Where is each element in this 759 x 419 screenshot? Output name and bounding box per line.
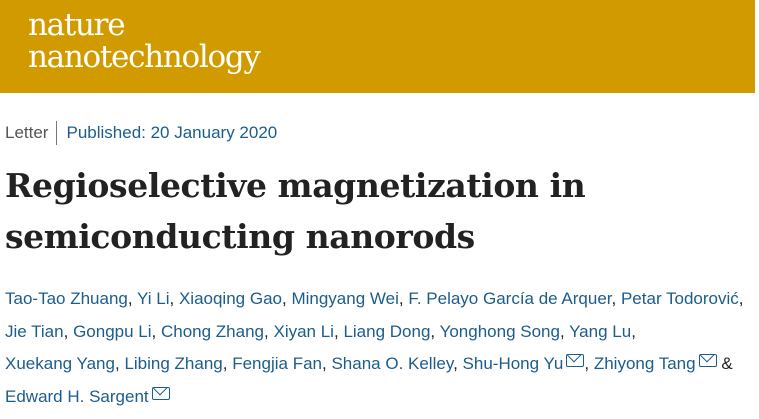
journal-masthead: nature nanotechnology xyxy=(0,0,755,93)
publication-date: Published: 20 January 2020 xyxy=(66,123,278,142)
author-separator: , xyxy=(151,321,157,341)
author-link[interactable]: F. Pelayo García de Arquer xyxy=(408,289,612,308)
author-link[interactable]: Mingyang Wei xyxy=(291,289,399,308)
mail-icon[interactable] xyxy=(151,386,170,400)
author-link[interactable]: Petar Todorović xyxy=(620,289,739,308)
author-link[interactable]: Gongpu Li xyxy=(73,321,152,341)
author-link[interactable]: Fengjia Fan xyxy=(232,354,322,373)
author-link[interactable]: Yang Lu xyxy=(569,321,632,341)
journal-logo[interactable]: nature nanotechnology xyxy=(28,7,261,75)
author-separator: , xyxy=(584,354,590,373)
author-separator: , xyxy=(63,321,69,341)
mail-icon[interactable] xyxy=(698,354,717,367)
author-list: Tao-Tao Zhuang, Yi Li, Xiaoqing Gao, Min… xyxy=(5,283,750,413)
author-separator: , xyxy=(398,289,404,308)
author-link[interactable]: Xuekang Yang xyxy=(5,354,115,373)
author-separator: , xyxy=(127,289,133,308)
author-link[interactable]: Jie Tian xyxy=(5,321,64,341)
author-separator: , xyxy=(169,289,175,308)
article-type: Letter xyxy=(5,121,58,145)
author-separator: , xyxy=(222,354,228,373)
author-link[interactable]: Libing Zhang xyxy=(124,354,223,373)
author-separator: , xyxy=(631,321,636,341)
author-link[interactable]: Xiaoqing Gao xyxy=(178,289,282,308)
author-link[interactable]: Edward H. Sargent xyxy=(5,386,170,406)
author-link[interactable]: Zhiyong Tang xyxy=(594,354,717,373)
author-link[interactable]: Shana O. Kelley xyxy=(331,354,454,373)
author-separator: , xyxy=(281,289,287,308)
author-link[interactable]: Yonghong Song xyxy=(439,321,560,341)
author-separator: , xyxy=(264,321,269,341)
author-separator: , xyxy=(333,321,339,341)
article-meta: Letter Published: 20 January 2020 xyxy=(5,120,277,146)
author-separator: , xyxy=(114,354,120,373)
author-ampersand: & xyxy=(721,354,733,373)
mail-icon[interactable] xyxy=(566,354,585,367)
author-separator: , xyxy=(453,354,458,373)
author-link[interactable]: Yi Li xyxy=(137,289,170,308)
author-link[interactable]: Chong Zhang xyxy=(160,321,265,341)
author-link[interactable]: Liang Dong xyxy=(343,321,431,341)
author-separator: , xyxy=(611,289,617,308)
author-separator: , xyxy=(738,289,744,308)
author-separator: , xyxy=(430,321,436,341)
author-separator: , xyxy=(559,321,565,341)
author-separator: , xyxy=(322,354,327,373)
author-link[interactable]: Tao-Tao Zhuang xyxy=(5,289,128,308)
article-title: Regioselective magnetization in semicond… xyxy=(5,166,586,256)
logo-line-1: nature xyxy=(28,7,126,43)
author-link[interactable]: Xiyan Li xyxy=(273,321,334,341)
author-link[interactable]: Shu-Hong Yu xyxy=(463,354,585,373)
logo-line-2: nanotechnology xyxy=(28,39,261,75)
